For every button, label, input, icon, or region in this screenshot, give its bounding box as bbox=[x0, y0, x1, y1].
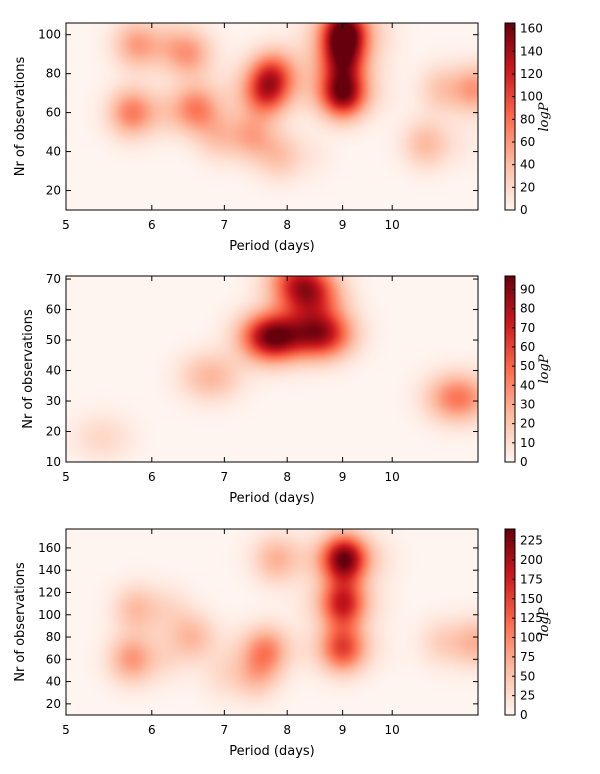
colorbar-tick-label: 50 bbox=[520, 359, 535, 373]
y-tick-label: 20 bbox=[46, 697, 61, 711]
x-tick-label: 10 bbox=[385, 470, 400, 484]
y-tick-label: 60 bbox=[46, 652, 61, 666]
y-tick-label: 70 bbox=[46, 272, 61, 286]
y-axis-label: Nr of observations bbox=[13, 562, 28, 682]
colorbar-tick-label: 0 bbox=[520, 203, 528, 217]
colorbar-tick-label: 20 bbox=[520, 417, 535, 431]
colorbar-tick-label: 100 bbox=[520, 631, 543, 645]
x-tick-label: 6 bbox=[148, 723, 156, 737]
heatmap-cells bbox=[66, 276, 478, 462]
x-tick-label: 6 bbox=[148, 218, 156, 232]
x-tick-label: 7 bbox=[221, 470, 229, 484]
colorbar-tick-label: 60 bbox=[520, 135, 535, 149]
colorbar-tick-label: 175 bbox=[520, 572, 543, 586]
x-axis-label: Period (days) bbox=[229, 239, 315, 254]
colorbar-tick-label: 140 bbox=[520, 44, 543, 58]
colorbar-tick-label: 200 bbox=[520, 553, 543, 567]
heatmap-cells bbox=[66, 23, 478, 210]
colorbar-tick-label: 40 bbox=[520, 158, 535, 172]
colorbar-scale bbox=[504, 528, 516, 716]
x-tick-label: 8 bbox=[283, 218, 291, 232]
x-tick-label: 9 bbox=[339, 470, 347, 484]
colorbar-tick-label: 70 bbox=[520, 321, 535, 335]
y-tick-label: 50 bbox=[46, 333, 61, 347]
y-tick-label: 100 bbox=[38, 28, 61, 42]
colorbar-tick-label: 90 bbox=[520, 282, 535, 296]
y-tick-label: 10 bbox=[46, 455, 61, 469]
x-tick-label: 9 bbox=[339, 723, 347, 737]
y-tick-label: 100 bbox=[38, 608, 61, 622]
colorbar-label: logP bbox=[537, 354, 552, 383]
colorbar-tick-label: 80 bbox=[520, 302, 535, 316]
colorbar-tick-label: 150 bbox=[520, 592, 543, 606]
x-tick-label: 10 bbox=[385, 723, 400, 737]
colorbar-tick-label: 0 bbox=[520, 455, 528, 469]
heatmap-cells bbox=[66, 529, 478, 715]
x-tick-label: 5 bbox=[62, 470, 70, 484]
colorbar-scale bbox=[504, 275, 516, 463]
heatmap-panel-2: 5 6 7 8 9 10 10 20 30 40 50 60 70 Period (days) Nr of … bbox=[21, 272, 552, 506]
plot-frame bbox=[65, 275, 479, 463]
colorbar-tick-label: 125 bbox=[520, 611, 543, 625]
x-tick-label: 5 bbox=[62, 218, 70, 232]
y-tick-label: 40 bbox=[46, 364, 61, 378]
x-tick-label: 8 bbox=[283, 470, 291, 484]
colorbar-tick-label: 0 bbox=[520, 708, 528, 722]
plot-frame bbox=[65, 528, 479, 716]
x-tick-label: 5 bbox=[62, 723, 70, 737]
x-tick-label: 7 bbox=[221, 218, 229, 232]
y-tick-label: 80 bbox=[46, 67, 61, 81]
colorbar: 0 20 40 60 80 100 120 140 160 logP bbox=[504, 22, 552, 217]
y-tick-label: 60 bbox=[46, 106, 61, 120]
colorbar-tick-label: 225 bbox=[520, 534, 543, 548]
x-tick-label: 8 bbox=[283, 723, 291, 737]
heatmap-panel-3: 5 6 7 8 9 10 20 40 60 80 100 120 140 160 Period (days)… bbox=[13, 528, 552, 759]
x-tick-label: 7 bbox=[221, 723, 229, 737]
colorbar-tick-label: 10 bbox=[520, 436, 535, 450]
colorbar-label: logP bbox=[537, 607, 552, 636]
x-tick-label: 9 bbox=[339, 218, 347, 232]
y-axis-label: Nr of observations bbox=[13, 57, 28, 177]
y-tick-label: 20 bbox=[46, 425, 61, 439]
colorbar-tick-label: 80 bbox=[520, 112, 535, 126]
colorbar-tick-label: 75 bbox=[520, 650, 535, 664]
colorbar-label: logP bbox=[537, 102, 552, 131]
colorbar-tick-label: 20 bbox=[520, 180, 535, 194]
colorbar-tick-label: 25 bbox=[520, 689, 535, 703]
y-tick-label: 80 bbox=[46, 630, 61, 644]
colorbar: 0 25 50 75 100 125 150 175 200 225 logP bbox=[504, 528, 552, 722]
y-tick-label: 120 bbox=[38, 585, 61, 599]
x-axis-label: Period (days) bbox=[229, 491, 315, 506]
colorbar-tick-label: 40 bbox=[520, 378, 535, 392]
y-axis-label: Nr of observations bbox=[21, 309, 36, 429]
y-tick-label: 60 bbox=[46, 303, 61, 317]
y-tick-label: 140 bbox=[38, 563, 61, 577]
colorbar-tick-label: 60 bbox=[520, 340, 535, 354]
colorbar-tick-label: 100 bbox=[520, 90, 543, 104]
y-tick-label: 20 bbox=[46, 184, 61, 198]
x-axis-label: Period (days) bbox=[229, 744, 315, 759]
x-tick-label: 10 bbox=[385, 218, 400, 232]
colorbar-scale bbox=[504, 22, 516, 211]
colorbar-tick-label: 120 bbox=[520, 67, 543, 81]
x-tick-label: 6 bbox=[148, 470, 156, 484]
colorbar-tick-label: 50 bbox=[520, 669, 535, 683]
y-tick-label: 160 bbox=[38, 541, 61, 555]
plot-frame bbox=[65, 22, 479, 211]
colorbar-tick-label: 30 bbox=[520, 397, 535, 411]
heatmap-panel-1: 5 6 7 8 9 10 20 40 60 80 100 Period (days) Nr of obs… bbox=[13, 22, 552, 254]
y-tick-label: 30 bbox=[46, 394, 61, 408]
y-tick-label: 40 bbox=[46, 145, 61, 159]
colorbar: 0 10 20 30 40 50 60 70 80 90 logP bbox=[504, 275, 552, 469]
colorbar-tick-label: 160 bbox=[520, 22, 543, 36]
y-tick-label: 40 bbox=[46, 675, 61, 689]
